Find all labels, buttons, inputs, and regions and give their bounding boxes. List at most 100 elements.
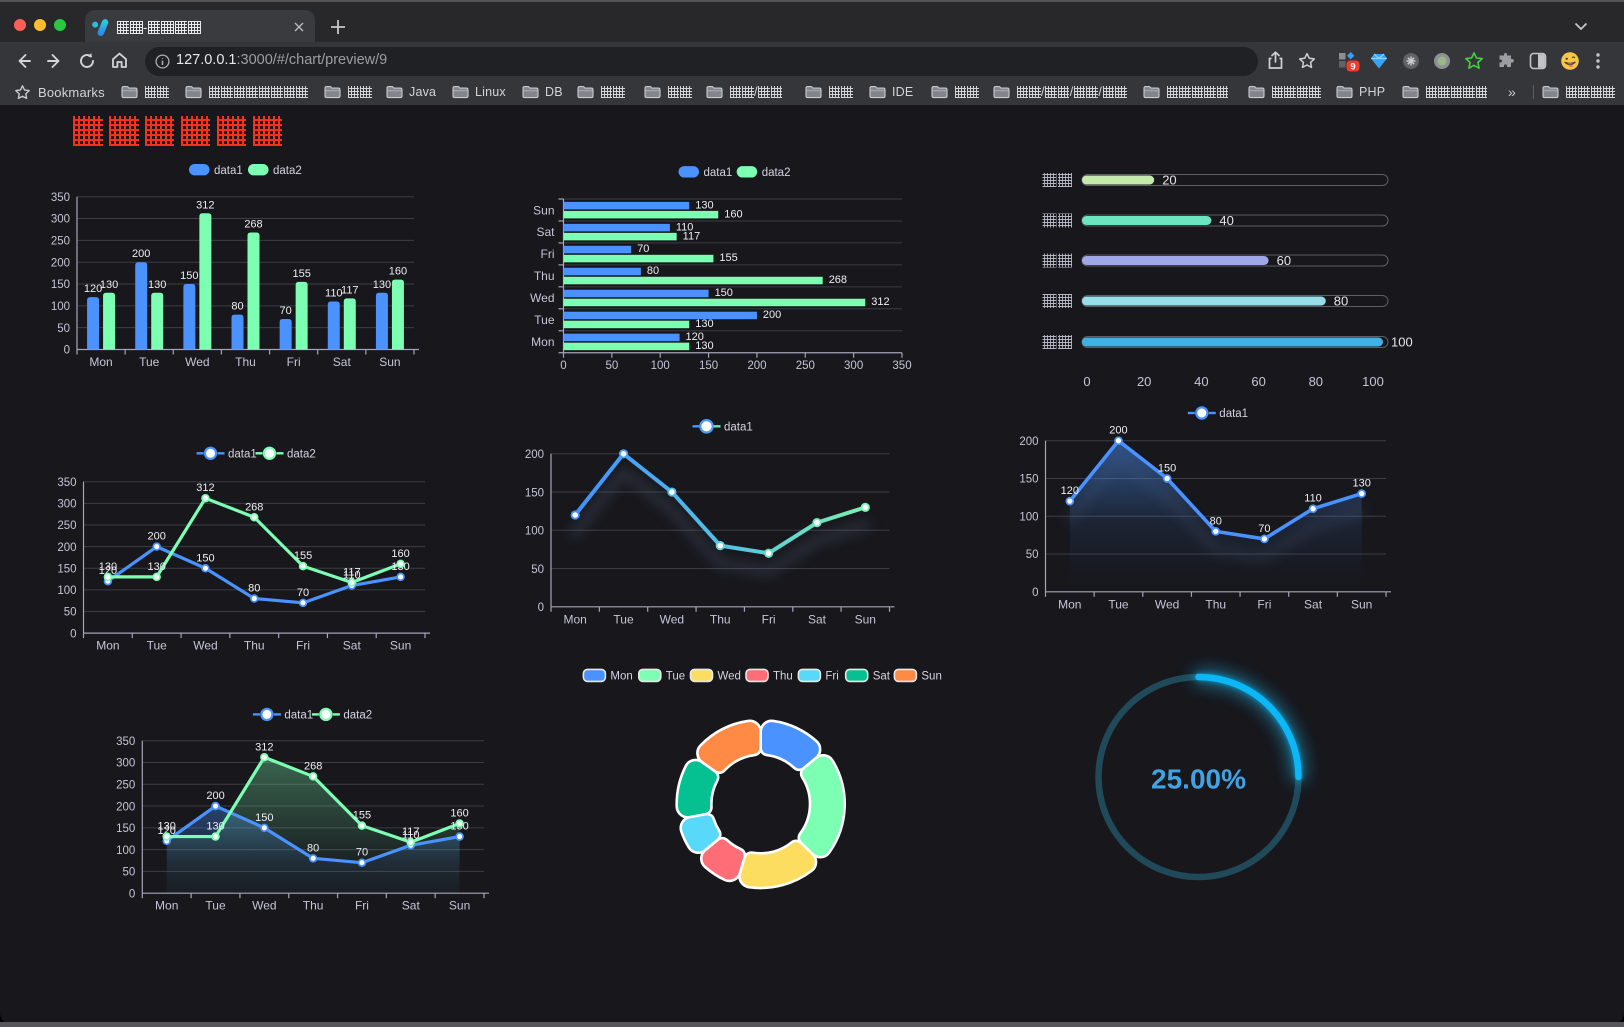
svg-text:80: 80 xyxy=(1334,294,1348,309)
svg-text:70: 70 xyxy=(297,587,309,599)
svg-text:Wed: Wed xyxy=(193,639,217,653)
svg-text:100: 100 xyxy=(51,301,70,313)
svg-text:0: 0 xyxy=(1032,587,1038,599)
svg-text:Sat: Sat xyxy=(333,355,352,369)
svg-text:70: 70 xyxy=(280,305,292,317)
svg-text:Sun: Sun xyxy=(390,639,411,653)
svg-text:Sun: Sun xyxy=(855,612,876,626)
svg-text:160: 160 xyxy=(391,548,409,560)
svg-text:data1: data1 xyxy=(704,167,733,179)
svg-text:130: 130 xyxy=(100,279,118,291)
svg-text:Fri: Fri xyxy=(762,612,776,626)
svg-text:250: 250 xyxy=(796,360,815,372)
svg-text:Sat: Sat xyxy=(873,671,891,683)
svg-text:Tue: Tue xyxy=(139,355,160,369)
svg-text:Wed: Wed xyxy=(1155,597,1179,611)
svg-text:250: 250 xyxy=(51,236,70,248)
svg-text:Mon: Mon xyxy=(155,899,178,913)
svg-text:155: 155 xyxy=(292,268,310,280)
svg-text:100: 100 xyxy=(1362,374,1384,389)
svg-text:Tue: Tue xyxy=(534,313,555,327)
svg-text:Sat: Sat xyxy=(1304,597,1323,611)
svg-text:Wed: Wed xyxy=(252,899,276,913)
svg-text:0: 0 xyxy=(1083,374,1090,389)
svg-text:70: 70 xyxy=(637,243,649,255)
svg-text:Thu: Thu xyxy=(773,671,793,683)
svg-text:250: 250 xyxy=(57,520,76,532)
svg-text:100: 100 xyxy=(57,585,76,597)
svg-text:Fri: Fri xyxy=(287,355,301,369)
svg-text:120: 120 xyxy=(84,283,102,295)
svg-text:80: 80 xyxy=(1309,374,1323,389)
svg-text:110: 110 xyxy=(343,570,361,582)
svg-text:150: 150 xyxy=(715,287,733,299)
svg-text:50: 50 xyxy=(123,867,136,879)
svg-text:data1: data1 xyxy=(214,165,243,177)
svg-text:200: 200 xyxy=(116,801,135,813)
svg-text:155: 155 xyxy=(353,810,371,822)
svg-text:Fri: Fri xyxy=(296,639,310,653)
svg-text:Thu: Thu xyxy=(235,355,256,369)
svg-text:Mon: Mon xyxy=(564,612,587,626)
svg-text:70: 70 xyxy=(1258,523,1270,535)
svg-text:130: 130 xyxy=(148,561,166,573)
svg-text:268: 268 xyxy=(829,274,847,286)
svg-text:150: 150 xyxy=(1158,462,1176,474)
svg-text:300: 300 xyxy=(116,758,135,770)
svg-text:150: 150 xyxy=(180,270,198,282)
svg-text:80: 80 xyxy=(231,301,243,313)
svg-text:300: 300 xyxy=(57,499,76,511)
svg-text:9: 9 xyxy=(1350,61,1355,72)
svg-text:25.00%: 25.00% xyxy=(1151,764,1246,795)
svg-text:200: 200 xyxy=(1109,425,1127,437)
svg-text:0: 0 xyxy=(560,360,566,372)
svg-text:Wed: Wed xyxy=(718,671,741,683)
svg-text:155: 155 xyxy=(719,252,737,264)
svg-text:350: 350 xyxy=(57,477,76,489)
svg-text:0: 0 xyxy=(538,602,544,614)
svg-text:Fri: Fri xyxy=(355,899,369,913)
svg-text:268: 268 xyxy=(304,760,322,772)
svg-text:Fri: Fri xyxy=(1257,597,1271,611)
svg-text:Mon: Mon xyxy=(89,355,112,369)
svg-text:100: 100 xyxy=(525,526,544,538)
svg-text:250: 250 xyxy=(116,779,135,791)
svg-text:150: 150 xyxy=(116,823,135,835)
svg-text:200: 200 xyxy=(148,531,166,543)
svg-text:350: 350 xyxy=(51,192,70,204)
svg-text:312: 312 xyxy=(871,296,889,308)
svg-text:Thu: Thu xyxy=(534,269,555,283)
svg-text:117: 117 xyxy=(683,230,701,242)
svg-text:200: 200 xyxy=(525,449,544,461)
svg-text:Fri: Fri xyxy=(825,671,838,683)
svg-text:Tue: Tue xyxy=(205,899,226,913)
svg-text:300: 300 xyxy=(844,360,863,372)
svg-text:100: 100 xyxy=(651,360,670,372)
svg-text:data2: data2 xyxy=(762,167,791,179)
svg-text:data2: data2 xyxy=(287,448,316,460)
svg-text:120: 120 xyxy=(158,825,176,837)
svg-text:0: 0 xyxy=(64,345,70,357)
svg-text:Tue: Tue xyxy=(613,612,634,626)
svg-text:Mon: Mon xyxy=(1058,597,1081,611)
svg-text:150: 150 xyxy=(525,487,544,499)
svg-text:130: 130 xyxy=(695,318,713,330)
svg-text:160: 160 xyxy=(389,266,407,278)
svg-text:200: 200 xyxy=(132,248,150,260)
svg-text:312: 312 xyxy=(196,482,214,494)
svg-text:40: 40 xyxy=(1219,213,1233,228)
svg-text:150: 150 xyxy=(51,279,70,291)
svg-text:Sat: Sat xyxy=(536,225,555,239)
svg-text:300: 300 xyxy=(51,214,70,226)
svg-text:Mon: Mon xyxy=(96,639,119,653)
svg-text:Tue: Tue xyxy=(666,671,685,683)
svg-text:Sun: Sun xyxy=(533,203,554,217)
svg-text:100: 100 xyxy=(1391,335,1413,350)
svg-text:100: 100 xyxy=(1019,511,1038,523)
svg-text:80: 80 xyxy=(248,583,260,595)
svg-text:200: 200 xyxy=(763,309,781,321)
svg-text:Thu: Thu xyxy=(303,899,324,913)
svg-text:160: 160 xyxy=(724,208,742,220)
svg-text:Sun: Sun xyxy=(1351,597,1372,611)
svg-text:150: 150 xyxy=(196,552,214,564)
